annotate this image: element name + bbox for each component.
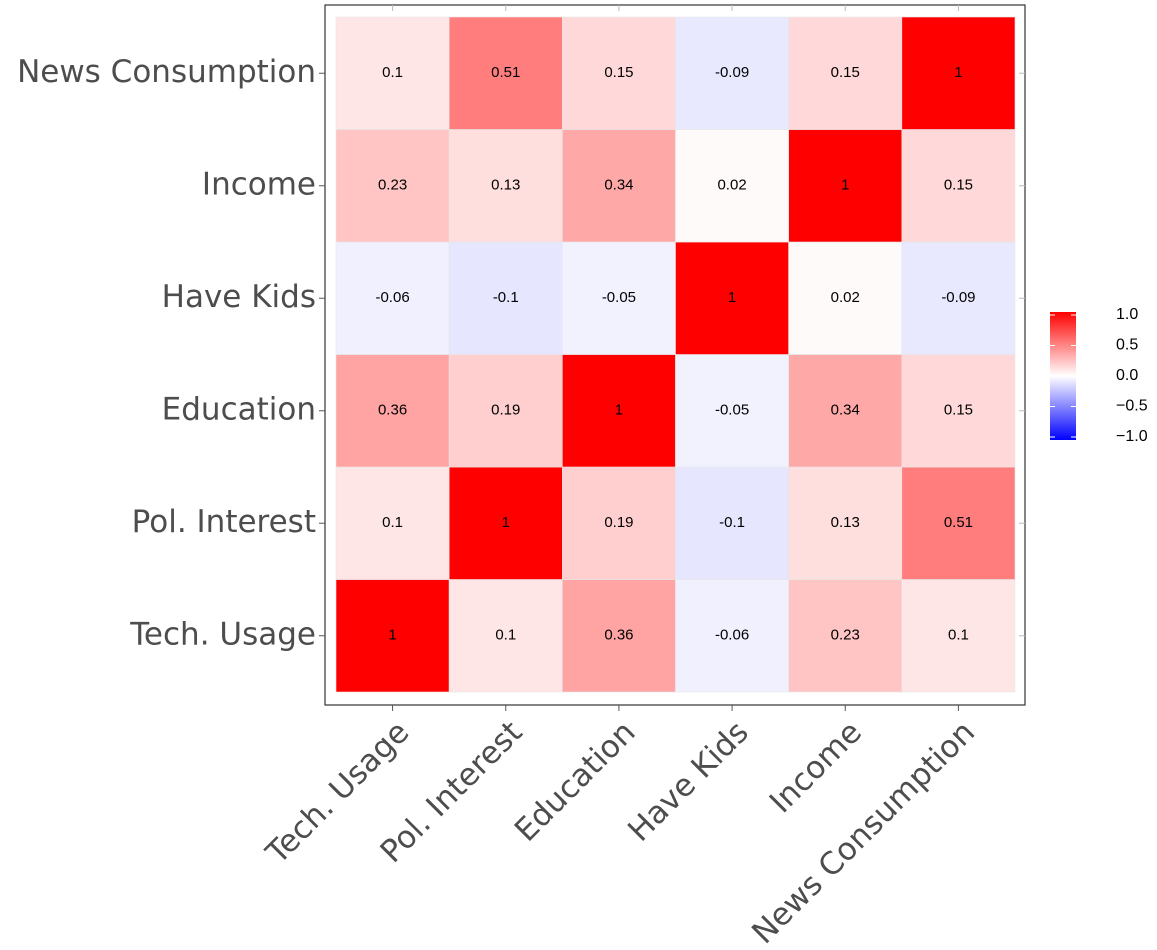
cell-label: 0.15 bbox=[944, 177, 973, 194]
cell bbox=[562, 579, 676, 693]
cell-label: -0.06 bbox=[375, 289, 409, 306]
cell-label: 0.19 bbox=[604, 514, 633, 531]
cell-label: 0.15 bbox=[944, 402, 973, 419]
cell-label: 0.15 bbox=[831, 64, 860, 81]
cell bbox=[562, 466, 676, 580]
cell-label: 0.13 bbox=[491, 177, 520, 194]
colorbar-label: −0.5 bbox=[1116, 398, 1148, 415]
cell bbox=[335, 579, 450, 693]
cell bbox=[675, 16, 789, 130]
x-tick-label: Education bbox=[508, 714, 643, 849]
cell-label: -0.09 bbox=[715, 64, 749, 81]
colorbar-label: 0.5 bbox=[1116, 337, 1138, 354]
cell-label: 1 bbox=[388, 627, 396, 644]
cell bbox=[901, 579, 1016, 693]
cell bbox=[335, 466, 450, 580]
y-tick-label: Tech. Usage bbox=[129, 616, 316, 652]
cell-label: 1 bbox=[502, 514, 510, 531]
cell-label: 1 bbox=[615, 402, 623, 419]
cell-label: 0.23 bbox=[378, 177, 407, 194]
cell bbox=[901, 16, 1016, 130]
cell-label: 0.34 bbox=[604, 177, 633, 194]
cell-label: 1 bbox=[728, 289, 736, 306]
cell bbox=[562, 16, 676, 130]
cell bbox=[448, 129, 563, 243]
cell-label: 0.1 bbox=[382, 64, 403, 81]
cell bbox=[901, 354, 1016, 468]
y-tick-label: Pol. Interest bbox=[132, 504, 316, 540]
x-tick-label: Have Kids bbox=[621, 714, 756, 849]
cell bbox=[448, 354, 563, 468]
cell bbox=[675, 579, 789, 693]
cell bbox=[448, 466, 563, 580]
x-tick-label: Income bbox=[763, 714, 869, 820]
colorbar-label: −1.0 bbox=[1116, 428, 1148, 445]
x-tick-label: News Consumption bbox=[745, 714, 982, 950]
y-tick-label: Education bbox=[162, 391, 316, 427]
cell-label: 0.1 bbox=[382, 514, 403, 531]
cell-label: 0.1 bbox=[495, 627, 516, 644]
cell bbox=[901, 241, 1016, 355]
y-tick-label: Have Kids bbox=[162, 279, 316, 315]
cell-label: 0.36 bbox=[604, 627, 633, 644]
colorbar-label: 0.0 bbox=[1116, 367, 1138, 384]
cell bbox=[901, 129, 1016, 243]
cell-label: -0.06 bbox=[715, 627, 749, 644]
cell-label: 0.02 bbox=[831, 289, 860, 306]
cell-label: 0.51 bbox=[944, 514, 973, 531]
cell bbox=[675, 354, 789, 468]
cell bbox=[562, 129, 676, 243]
cell bbox=[788, 579, 903, 693]
cell-label: 0.51 bbox=[491, 64, 520, 81]
cell bbox=[675, 241, 789, 355]
colorbar-label: 1.0 bbox=[1116, 306, 1138, 323]
cell-label: 0.23 bbox=[831, 627, 860, 644]
cell-label: 0.34 bbox=[831, 402, 860, 419]
cell-label: -0.09 bbox=[941, 289, 975, 306]
cell-label: -0.1 bbox=[493, 289, 519, 306]
cell-label: -0.05 bbox=[602, 289, 636, 306]
cell bbox=[335, 241, 450, 355]
cell bbox=[788, 466, 903, 580]
cell bbox=[448, 241, 563, 355]
cell bbox=[901, 466, 1016, 580]
cell bbox=[562, 354, 676, 468]
cell bbox=[335, 129, 450, 243]
cell-label: 0.15 bbox=[604, 64, 633, 81]
cell-label: 0.36 bbox=[378, 402, 407, 419]
cell-label: 0.1 bbox=[948, 627, 969, 644]
cell-label: 1 bbox=[841, 177, 849, 194]
cell-label: 1 bbox=[954, 64, 962, 81]
cell-label: 0.02 bbox=[717, 177, 746, 194]
cell-label: -0.05 bbox=[715, 402, 749, 419]
y-tick-label: Income bbox=[202, 166, 316, 202]
cell bbox=[788, 16, 903, 130]
cell bbox=[675, 129, 789, 243]
y-tick-label: News Consumption bbox=[17, 54, 316, 90]
cell-label: 0.19 bbox=[491, 402, 520, 419]
cell bbox=[788, 354, 903, 468]
cell-label: -0.1 bbox=[719, 514, 745, 531]
cell-label: 0.13 bbox=[831, 514, 860, 531]
